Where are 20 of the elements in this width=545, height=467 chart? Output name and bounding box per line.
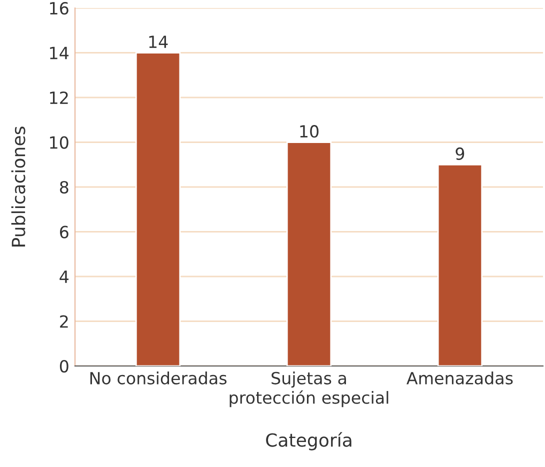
data-label: 9 [456,147,464,160]
bar [135,52,181,366]
bar [286,142,332,366]
y-tick-label: 12 [50,91,68,104]
y-tick-label: 0 [60,360,68,373]
y-tick-label: 4 [60,270,69,283]
data-label: 14 [149,36,168,48]
bar [437,164,483,366]
data-label: 10 [300,125,318,138]
y-tick-label: 14 [50,46,69,60]
y-axis-title: Publicaciones [11,126,26,246]
y-tick-label: 6 [60,226,68,238]
x-tick-label: Sujetas a protección especial [230,372,388,408]
y-tick-label: 2 [60,315,68,328]
x-axis-title: Categoría [266,432,352,450]
x-tick-label: Amenazadas [406,372,513,384]
y-tick-label: 8 [60,180,68,194]
x-tick-label: No consideradas [90,372,227,384]
y-tick-label: 16 [50,2,68,15]
y-tick-label: 10 [50,136,68,149]
